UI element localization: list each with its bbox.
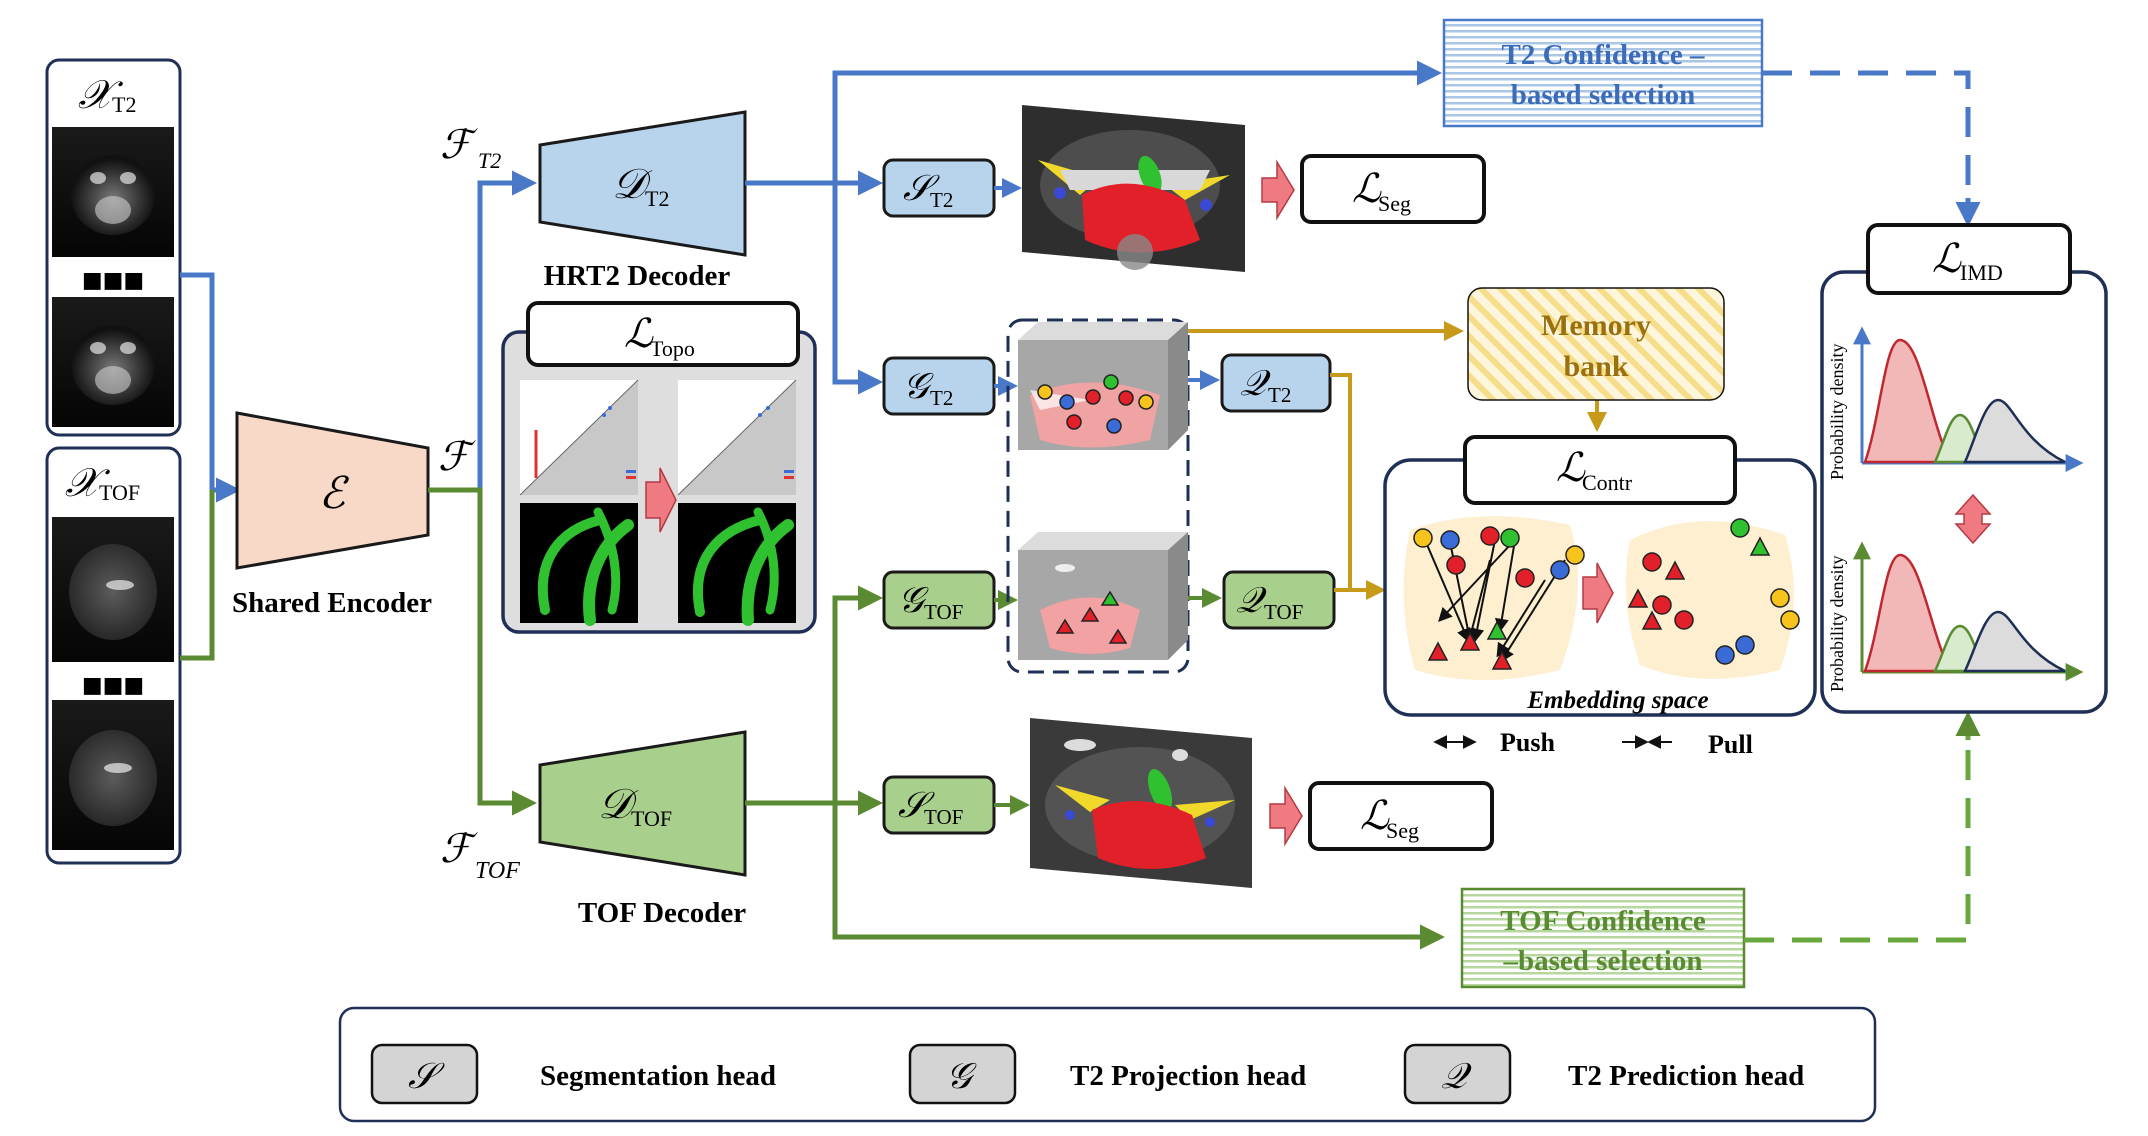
embedding-pink-arrow [1582, 562, 1614, 624]
t2-distribution-plot: Probability density [1827, 326, 2084, 481]
projection-features-group [1006, 318, 1190, 674]
f-t2-symbol: ℱ [440, 122, 478, 168]
f-tof-subscript: TOF [475, 858, 520, 884]
l-imd-symbol: ℒ [1932, 236, 1962, 282]
s-tof-head: 𝒮 TOF [882, 775, 996, 835]
d-t2-subscript: T2 [645, 186, 669, 211]
t2-selection-line2: based selection [1511, 79, 1695, 111]
q-t2-head: 𝒬 T2 [1220, 353, 1332, 413]
q-t2-symbol: 𝒬 [1240, 363, 1271, 404]
legend-q-label: T2 Prediction head [1568, 1060, 1804, 1092]
tof-ellipsis: ■■■ [82, 672, 144, 698]
q-t2-to-contr-line [1330, 373, 1352, 590]
push-label: Push [1500, 728, 1555, 757]
g-t2-subscript: T2 [930, 386, 953, 410]
legend-g-label: T2 Projection head [1070, 1060, 1306, 1092]
tof-decoder: 𝒟 TOF TOF Decoder [538, 730, 747, 929]
l-seg-tof-symbol: ℒ [1360, 793, 1390, 839]
tof-to-g-head-arrow [832, 585, 883, 803]
legend-s-label: Segmentation head [540, 1060, 776, 1092]
bottom-plot-ylabel: Probability density [1827, 556, 1847, 693]
tof-selection-dashed [1744, 720, 1971, 943]
t2-ellipsis: ■■■ [82, 267, 144, 293]
t2-input-arrow [180, 272, 241, 503]
f-tof-symbol: ℱ [440, 826, 478, 872]
t2-selection-line1: T2 Confidence – [1502, 39, 1706, 71]
t2-segmentation-image [1022, 105, 1245, 272]
f-t2-subscript: T2 [478, 148, 501, 173]
encoder-caption: Shared Encoder [232, 587, 432, 619]
tof-selection-line2: –based selection [1503, 945, 1703, 977]
legend-s-swatch [370, 1043, 479, 1105]
tof-confidence-selection: TOF Confidence –based selection [1460, 887, 1746, 989]
q-tof-subscript: TOF [1264, 600, 1303, 624]
pull-legend: Pull [1622, 730, 1753, 759]
seg-tof-pink-arrow [1269, 785, 1303, 847]
imd-align-arrow [1954, 493, 1992, 545]
t2-decoder-caption: HRT2 Decoder [544, 260, 731, 292]
l-seg-t2-symbol: ℒ [1352, 166, 1382, 212]
d-tof-subscript: TOF [631, 806, 672, 831]
imd-panel: ℒ IMD Probability density Probability de… [1820, 223, 2108, 714]
l-seg-t2-box: ℒ Seg [1300, 154, 1486, 224]
tof-input-panel: 𝒳 TOF ■■■ [45, 446, 182, 865]
encoder-symbol: ℰ [319, 468, 350, 519]
g-tof-subscript: TOF [924, 600, 963, 624]
t2-input-panel: 𝒳 T2 ■■■ [45, 58, 182, 437]
t2-to-g-head-arrow [832, 183, 883, 395]
x-t2-subscript: T2 [112, 92, 136, 117]
g-tof-head: 𝒢 TOF [882, 570, 996, 630]
q-tof-head: 𝒬 TOF [1222, 570, 1336, 630]
l-seg-tof-box: ℒ Seg [1308, 781, 1494, 851]
tof-distribution-plot: Probability density [1827, 541, 2084, 693]
s-tof-subscript: TOF [924, 805, 963, 829]
memory-bank: Memory bank [1467, 287, 1725, 401]
g-t2-head: 𝒢 T2 [882, 356, 996, 416]
memory-bank-line1: Memory [1541, 309, 1651, 342]
s-t2-subscript: T2 [930, 188, 953, 212]
t2-confidence-selection: T2 Confidence – based selection [1442, 18, 1764, 128]
legend-g-swatch [908, 1043, 1017, 1105]
l-contr-symbol: ℒ [1556, 445, 1586, 491]
tof-segmentation-image [1030, 718, 1252, 888]
legend: 𝒮 Segmentation head 𝒢 T2 Projection head… [338, 1006, 1877, 1123]
tof-selection-line1: TOF Confidence [1500, 905, 1706, 937]
s-t2-head: 𝒮 T2 [882, 158, 996, 218]
tof-decoder-caption: TOF Decoder [578, 897, 746, 929]
t2-to-confidence-arrow [745, 60, 1442, 186]
l-seg-t2-subscript: Seg [1378, 191, 1411, 216]
l-topo-symbol: ℒ [624, 311, 654, 357]
feature-symbol: ℱ [438, 434, 476, 480]
legend-q-symbol: 𝒬 [1441, 1056, 1472, 1097]
topo-refine-arrow [645, 467, 677, 533]
q-t2-subscript: T2 [1268, 383, 1291, 407]
embedding-space-caption: Embedding space [1526, 687, 1708, 714]
l-seg-tof-subscript: Seg [1386, 818, 1419, 843]
t2-selection-dashed [1762, 70, 1971, 218]
l-contr-subscript: Contr [1582, 470, 1633, 495]
x-tof-subscript: TOF [99, 480, 140, 505]
pull-label: Pull [1708, 730, 1753, 759]
legend-q-swatch [1403, 1043, 1512, 1105]
l-imd-subscript: IMD [1960, 260, 2003, 285]
contrastive-panel: ℒ Contr [1383, 435, 1817, 717]
tof-to-confidence-arrow [832, 803, 1445, 950]
seg-t2-pink-arrow [1261, 159, 1295, 221]
memory-bank-line2: bank [1563, 350, 1628, 383]
topo-loss-panel: ℒ Topo [501, 301, 817, 634]
push-legend: Push [1433, 728, 1555, 757]
shared-encoder: ℰ Shared Encoder [232, 411, 432, 619]
t2-decoder: 𝒟 T2 HRT2 Decoder [538, 110, 747, 292]
vessel-before [520, 503, 638, 623]
top-plot-ylabel: Probability density [1827, 344, 1847, 481]
tof-input-arrow [180, 490, 215, 661]
encoder-to-tof-decoder-arrow [428, 487, 537, 816]
l-topo-subscript: Topo [650, 336, 695, 361]
q-tof-symbol: 𝒬 [1236, 580, 1267, 621]
